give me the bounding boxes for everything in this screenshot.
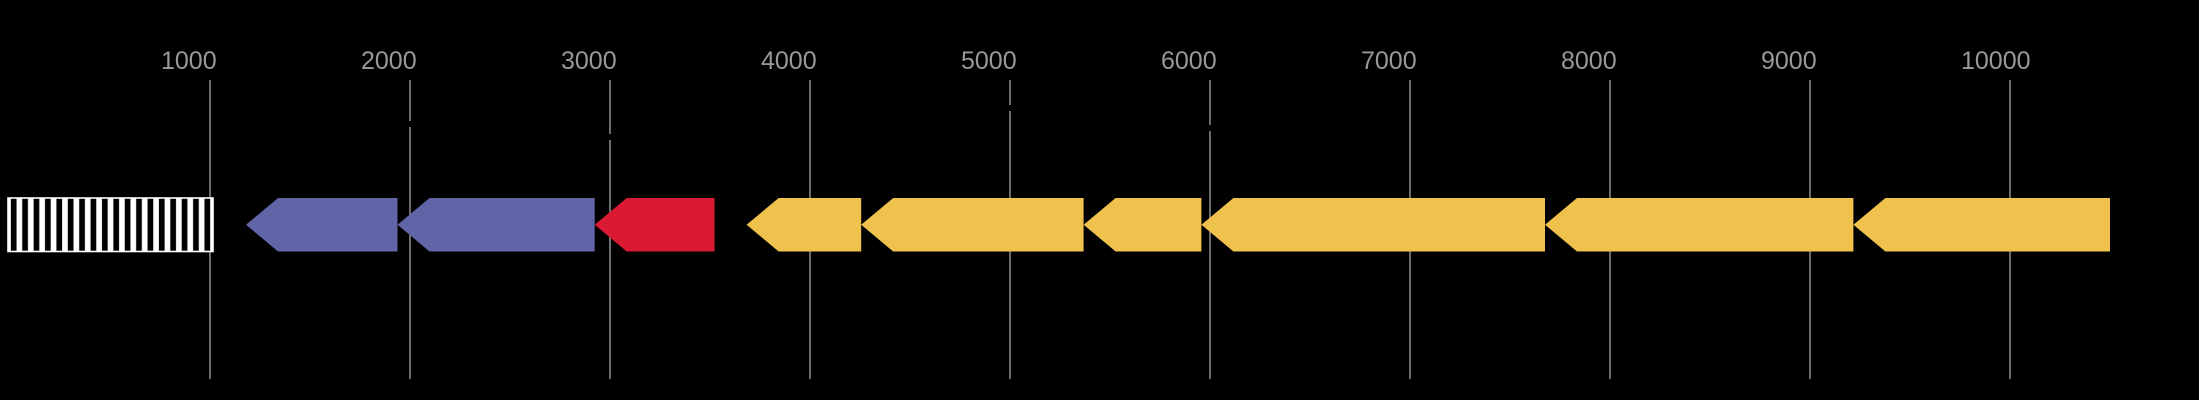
svg-text:3000: 3000 xyxy=(561,47,617,75)
svg-text:5000: 5000 xyxy=(961,47,1017,75)
svg-text:2000: 2000 xyxy=(361,47,417,75)
svg-text:6000: 6000 xyxy=(1161,47,1217,75)
svg-text:8000: 8000 xyxy=(1561,47,1617,75)
svg-text:9000: 9000 xyxy=(1761,47,1817,75)
svg-text:1000: 1000 xyxy=(161,47,217,75)
svg-text:4000: 4000 xyxy=(761,47,817,75)
svg-text:7000: 7000 xyxy=(1361,47,1417,75)
svg-text:10000: 10000 xyxy=(1961,47,2031,75)
